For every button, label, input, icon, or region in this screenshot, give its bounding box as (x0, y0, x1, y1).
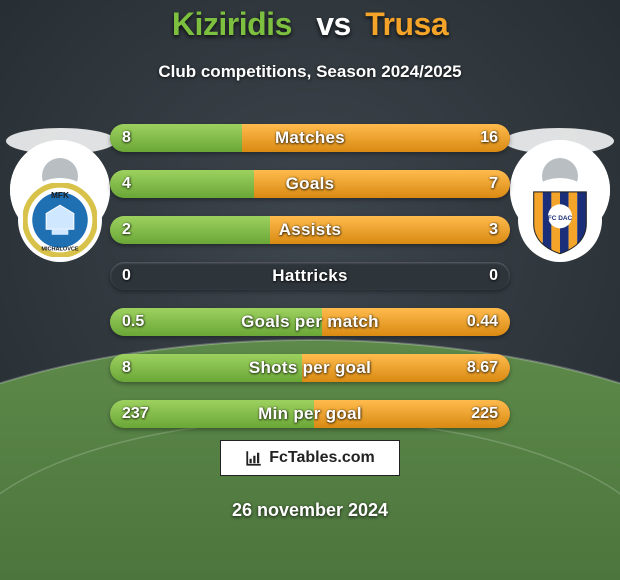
stat-label: Shots per goal (110, 354, 510, 382)
page-title: Kiziridis vs Trusa (0, 6, 620, 43)
stat-row-shots-per-goal: 88.67Shots per goal (110, 354, 510, 382)
title-vs: vs (316, 6, 351, 42)
stat-label: Assists (110, 216, 510, 244)
brand-badge: FcTables.com (220, 440, 400, 476)
footer-date: 26 november 2024 (0, 500, 620, 521)
stat-row-assists: 23Assists (110, 216, 510, 244)
stat-label: Goals (110, 170, 510, 198)
subtitle: Club competitions, Season 2024/2025 (0, 62, 620, 82)
player2-name: Trusa (365, 6, 448, 42)
stat-label: Hattricks (110, 262, 510, 290)
stat-label: Goals per match (110, 308, 510, 336)
stat-row-min-per-goal: 237225Min per goal (110, 400, 510, 428)
stat-row-goals: 47Goals (110, 170, 510, 198)
player1-name: Kiziridis (172, 6, 292, 42)
club-badge-left: MFK MICHALOVCE (18, 178, 102, 262)
stat-label: Matches (110, 124, 510, 152)
club-badge-right: FC DAC (518, 178, 602, 262)
svg-text:FC DAC: FC DAC (548, 215, 573, 222)
svg-text:MFK: MFK (51, 190, 69, 200)
svg-text:MICHALOVCE: MICHALOVCE (41, 247, 79, 253)
stat-row-hattricks: 00Hattricks (110, 262, 510, 290)
brand-text: FcTables.com (269, 449, 375, 467)
stat-row-matches: 816Matches (110, 124, 510, 152)
comparison-rows: 816Matches 47Goals 23Assists 00Hattricks 0.5… (110, 124, 510, 446)
chart-icon (245, 449, 263, 467)
stat-row-goals-per-match: 0.50.44Goals per match (110, 308, 510, 336)
stat-label: Min per goal (110, 400, 510, 428)
